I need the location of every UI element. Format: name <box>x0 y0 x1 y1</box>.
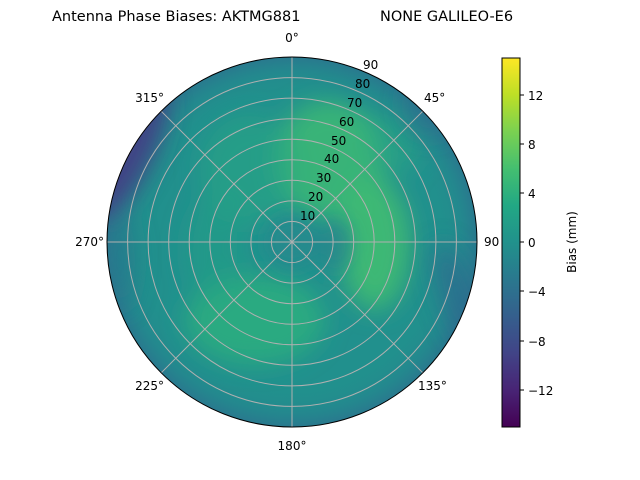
theta-tick-270: 270° <box>75 235 104 249</box>
theta-tick-180: 180° <box>278 439 307 453</box>
colorbar-tick-0: 0 <box>528 236 536 250</box>
theta-tick-135: 135° <box>418 379 447 393</box>
r-tick-60: 60 <box>339 115 354 129</box>
colorbar-tick-minus8: −8 <box>528 335 546 349</box>
r-tick-90: 90 <box>363 58 378 72</box>
polar-frame <box>106 56 478 428</box>
colorbar-tick-4: 4 <box>528 187 536 201</box>
r-tick-80: 80 <box>355 77 370 91</box>
colorbar: 12 8 4 0 −4 −8 −12 Bias (mm) <box>501 57 579 428</box>
theta-tick-90: 90 <box>484 235 499 249</box>
theta-tick-315: 315° <box>135 91 164 105</box>
colorbar-label: Bias (mm) <box>565 211 579 273</box>
theta-tick-0: 0° <box>285 31 299 45</box>
theta-tick-45: 45° <box>424 91 445 105</box>
r-tick-40: 40 <box>324 152 339 166</box>
colorbar-tick-minus4: −4 <box>528 285 546 299</box>
chart-title-left: Antenna Phase Biases: AKTMG881 <box>52 9 301 25</box>
angular-grid <box>107 57 477 427</box>
r-tick-70: 70 <box>347 96 362 110</box>
colorbar-tick-8: 8 <box>528 138 536 152</box>
theta-tick-225: 225° <box>135 379 164 393</box>
r-tick-30: 30 <box>316 171 331 185</box>
colorbar-gradient <box>501 57 521 428</box>
colorbar-tick-minus12: −12 <box>528 384 553 398</box>
r-tick-20: 20 <box>308 190 323 204</box>
chart-title-right: NONE GALILEO-E6 <box>380 9 514 25</box>
colorbar-tick-12: 12 <box>528 89 543 103</box>
theta-tick-labels: 0° 45° 90 135° 180° 225° 270° 315° <box>75 31 499 453</box>
r-tick-50: 50 <box>331 134 346 148</box>
r-tick-labels: 10 20 30 40 50 60 70 80 90 <box>300 58 378 223</box>
r-tick-10: 10 <box>300 209 315 223</box>
